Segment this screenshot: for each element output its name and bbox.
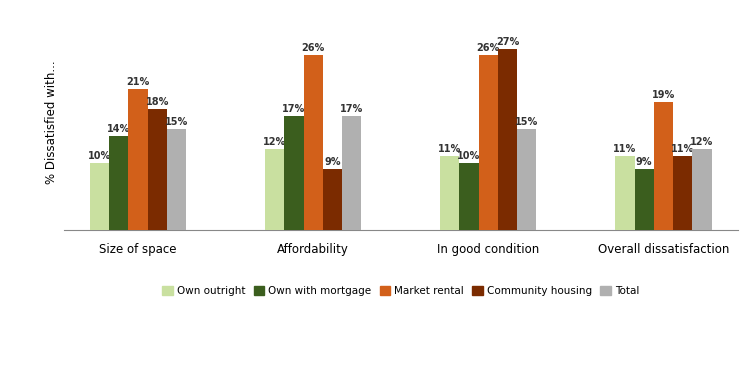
Bar xyxy=(635,169,654,230)
Text: 11%: 11% xyxy=(438,144,461,154)
Text: 26%: 26% xyxy=(477,43,500,53)
Bar xyxy=(323,169,342,230)
Text: 17%: 17% xyxy=(282,103,305,113)
Bar xyxy=(479,55,498,230)
Y-axis label: % Dissatisfied with...: % Dissatisfied with... xyxy=(45,61,58,184)
Text: 9%: 9% xyxy=(324,157,341,167)
Bar xyxy=(498,48,517,230)
Text: 17%: 17% xyxy=(340,103,363,113)
Bar xyxy=(284,116,304,230)
Bar xyxy=(517,129,536,230)
Text: 21%: 21% xyxy=(127,77,150,87)
Text: 26%: 26% xyxy=(302,43,325,53)
Bar xyxy=(90,163,109,230)
Bar xyxy=(440,156,459,230)
Bar xyxy=(167,129,186,230)
Text: 19%: 19% xyxy=(651,90,675,100)
Text: 10%: 10% xyxy=(458,150,481,160)
Text: 10%: 10% xyxy=(88,150,112,160)
Text: 27%: 27% xyxy=(496,37,520,47)
Text: 12%: 12% xyxy=(263,137,287,147)
Text: 12%: 12% xyxy=(691,137,713,147)
Text: 14%: 14% xyxy=(107,124,130,134)
Bar xyxy=(128,89,148,230)
Text: 18%: 18% xyxy=(146,97,169,107)
Bar xyxy=(692,149,712,230)
Text: 15%: 15% xyxy=(165,117,188,127)
Bar xyxy=(304,55,323,230)
Text: 11%: 11% xyxy=(671,144,694,154)
Text: 11%: 11% xyxy=(613,144,636,154)
Legend: Own outright, Own with mortgage, Market rental, Community housing, Total: Own outright, Own with mortgage, Market … xyxy=(158,282,643,300)
Text: 9%: 9% xyxy=(636,157,652,167)
Bar xyxy=(265,149,284,230)
Bar xyxy=(459,163,479,230)
Bar xyxy=(673,156,692,230)
Bar xyxy=(654,102,673,230)
Bar xyxy=(615,156,635,230)
Text: 15%: 15% xyxy=(515,117,538,127)
Bar xyxy=(148,109,167,230)
Bar xyxy=(342,116,361,230)
Bar xyxy=(109,136,128,230)
